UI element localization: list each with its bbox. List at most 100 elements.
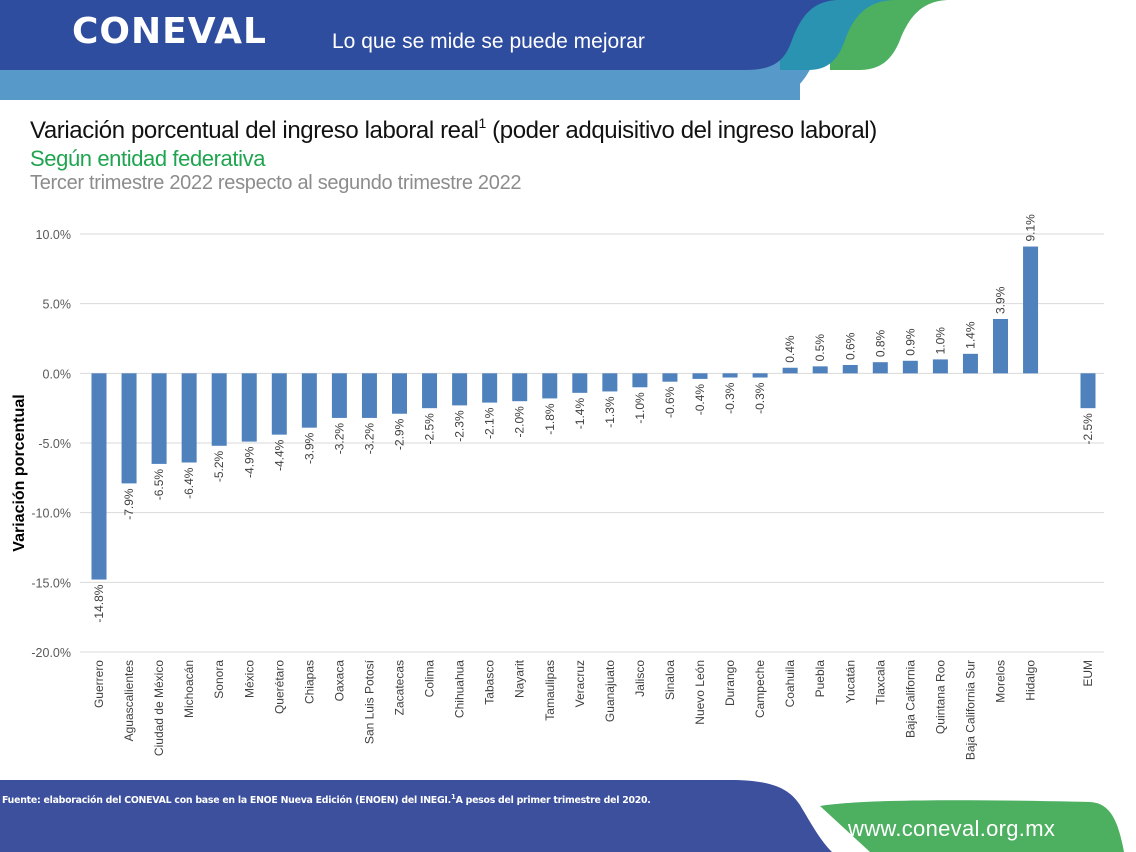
data-label: 0.9% bbox=[903, 328, 917, 356]
source-superscript: 1 bbox=[450, 793, 456, 801]
bar bbox=[902, 360, 918, 374]
chart-title-superscript: 1 bbox=[478, 115, 487, 131]
data-label: -6.5% bbox=[152, 469, 166, 501]
y-tick-label: -15.0% bbox=[31, 576, 71, 590]
footer-background bbox=[0, 780, 1124, 852]
data-label: -0.3% bbox=[723, 382, 737, 414]
bar bbox=[842, 364, 858, 374]
footer-green-swoosh bbox=[820, 800, 1124, 852]
data-label: 9.1% bbox=[1024, 214, 1038, 242]
x-tick-label: Coahuila bbox=[783, 660, 797, 708]
source-note: Fuente: elaboración del CONEVAL con base… bbox=[2, 790, 651, 808]
x-tick-label: Nayarit bbox=[513, 659, 527, 698]
data-label: -6.4% bbox=[182, 467, 196, 499]
x-tick-label: Aguascalientes bbox=[122, 660, 136, 741]
x-tick-label: Campeche bbox=[753, 660, 767, 718]
header-dark-band bbox=[0, 0, 840, 70]
bar bbox=[662, 373, 678, 382]
footer-dark-band bbox=[0, 780, 832, 852]
bar bbox=[572, 373, 588, 393]
bar bbox=[752, 373, 768, 378]
header-slogan: Lo que se mide se puede mejorar bbox=[332, 30, 645, 53]
x-axis-labels: Guerrero Aguascalientes Ciudad de México Mi… bbox=[92, 659, 1095, 760]
x-tick-label: Guanajuato bbox=[603, 660, 617, 722]
bar bbox=[602, 373, 618, 392]
y-tick-label: -20.0% bbox=[31, 646, 71, 660]
data-label: -3.2% bbox=[362, 423, 376, 455]
bar bbox=[331, 373, 347, 418]
bar bbox=[993, 318, 1008, 374]
x-tick-label: México bbox=[242, 660, 256, 698]
chart-subtitle-gray: Tercer trimestre 2022 respecto al segund… bbox=[30, 172, 522, 194]
bar bbox=[1023, 246, 1039, 374]
chart-title-main: Variación porcentual del ingreso laboral… bbox=[30, 117, 479, 144]
data-label: -4.4% bbox=[272, 439, 286, 471]
x-tick-label: Ciudad de México bbox=[152, 660, 166, 756]
y-tick-label: 10.0% bbox=[36, 228, 71, 242]
x-tick-label: Michoacán bbox=[182, 660, 196, 718]
x-tick-label: Yucatán bbox=[843, 660, 857, 703]
data-label: -0.4% bbox=[693, 384, 707, 416]
data-label: -1.4% bbox=[573, 398, 587, 430]
bar bbox=[1080, 373, 1096, 409]
bar bbox=[722, 373, 738, 378]
bar bbox=[241, 373, 257, 442]
x-tick-label: Querétaro bbox=[272, 660, 286, 714]
data-label: -0.6% bbox=[663, 386, 677, 418]
chart-title-suffix: (poder adquisitivo del ingreso laboral) bbox=[485, 117, 877, 144]
x-tick-label: Quintana Roo bbox=[933, 660, 947, 734]
bar bbox=[452, 373, 468, 406]
bar-chart: 10.0% 5.0% 0.0% -5.0% -10.0% -15.0% -20.0% Var… bbox=[11, 214, 1104, 760]
data-label: -3.2% bbox=[332, 423, 346, 455]
data-label: -2.5% bbox=[423, 413, 437, 445]
bar bbox=[872, 362, 888, 374]
data-label: -1.8% bbox=[543, 403, 557, 435]
x-tick-label: Veracruz bbox=[573, 660, 587, 707]
data-label: 0.6% bbox=[843, 332, 857, 360]
data-label: -14.8% bbox=[92, 584, 106, 622]
data-labels: -14.8% -7.9% -6.5% -6.4% -5.2% -4.9% -4.4% -3.9… bbox=[92, 214, 1095, 623]
x-tick-label: Morelos bbox=[994, 660, 1008, 703]
data-label: -2.5% bbox=[1081, 413, 1095, 445]
x-tick-label: Baja California bbox=[903, 660, 917, 738]
data-label: -7.9% bbox=[122, 488, 136, 520]
bar bbox=[542, 373, 558, 399]
header-banner: CONEVAL Lo que se mide se puede mejorar bbox=[0, 0, 1136, 105]
bar bbox=[812, 366, 828, 374]
gridlines bbox=[80, 233, 1104, 653]
x-tick-label: Sinaloa bbox=[663, 660, 677, 700]
chart-title: Variación porcentual del ingreso laboral… bbox=[30, 116, 877, 146]
x-tick-label: EUM bbox=[1081, 660, 1095, 687]
y-tick-label: 5.0% bbox=[43, 298, 72, 312]
x-tick-label: Hidalgo bbox=[1024, 660, 1038, 701]
x-tick-label: Chiapas bbox=[302, 660, 316, 704]
data-label: -0.3% bbox=[753, 382, 767, 414]
data-label: -2.1% bbox=[483, 407, 497, 439]
x-tick-label: Chihuahua bbox=[453, 660, 467, 718]
coneval-logo: CONEVAL bbox=[72, 11, 267, 52]
data-label: -5.2% bbox=[212, 450, 226, 482]
x-tick-label: Durango bbox=[723, 660, 737, 706]
x-tick-label: Sonora bbox=[212, 660, 226, 699]
x-tick-label: Baja California Sur bbox=[963, 660, 977, 760]
data-label: -1.0% bbox=[633, 392, 647, 424]
website-link[interactable]: www.coneval.org.mx bbox=[848, 816, 1056, 841]
bar bbox=[782, 367, 798, 374]
data-label: -2.9% bbox=[393, 418, 407, 450]
data-label: -2.0% bbox=[513, 406, 527, 438]
data-label: -1.3% bbox=[603, 396, 617, 428]
data-label: 0.5% bbox=[813, 334, 827, 362]
header-green-swoosh bbox=[830, 0, 950, 70]
header-teal-swoosh bbox=[780, 0, 895, 70]
y-axis-label: Variación porcentual bbox=[11, 394, 28, 551]
bar bbox=[271, 373, 287, 435]
bar bbox=[482, 373, 498, 403]
source-text: Fuente: elaboración del CONEVAL con base… bbox=[2, 795, 451, 807]
bar bbox=[932, 359, 948, 374]
x-tick-label: Nuevo León bbox=[693, 660, 707, 725]
x-tick-label: Zacatecas bbox=[393, 660, 407, 715]
x-tick-label: Tamaulipas bbox=[543, 660, 557, 721]
x-tick-label: Jalisco bbox=[633, 660, 647, 697]
data-label: 3.9% bbox=[994, 286, 1008, 314]
x-tick-label: Tabasco bbox=[483, 660, 497, 705]
